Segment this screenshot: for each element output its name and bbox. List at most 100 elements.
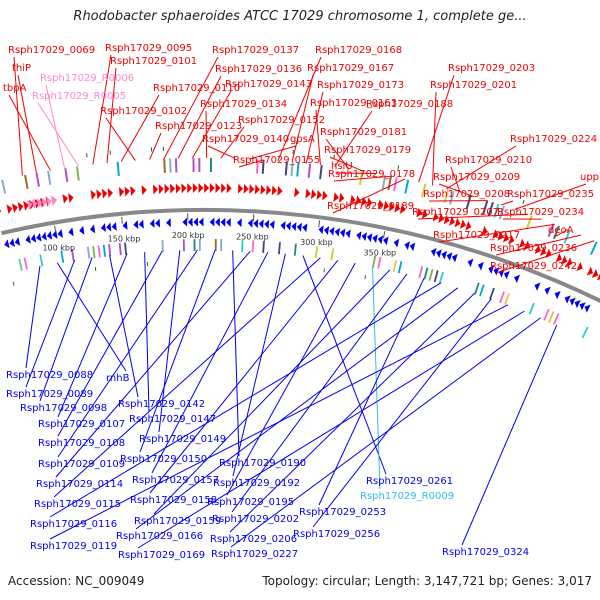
gene-label[interactable]: Rsph17029_0206 [210, 534, 297, 545]
gene-label[interactable]: Rsph17029_0089 [6, 389, 93, 400]
gene-label[interactable]: gpsA [290, 134, 315, 145]
gene-label[interactable]: Rsph17029_0178 [328, 169, 415, 180]
gene-label[interactable]: hslU [331, 161, 353, 172]
gene-label[interactable]: Rsph17029_0140 [202, 134, 289, 145]
gene-label[interactable]: Rsph17029_0110 [153, 83, 240, 94]
gc-marker [364, 275, 367, 280]
gene-label[interactable]: Rsph17029_0188 [366, 99, 453, 110]
gene-label[interactable]: Rsph17029_0235 [507, 189, 594, 200]
gene-label[interactable]: Rsph17029_0190 [219, 458, 306, 469]
rna-gene-arrow [31, 199, 38, 210]
gene-label[interactable]: Rsph17029_0236 [490, 243, 577, 254]
gene-label[interactable]: Rsph17029_0192 [213, 478, 300, 489]
gene-label[interactable]: Rsph17029_0210 [445, 155, 532, 166]
gene-label[interactable]: Rsph17029_0201 [430, 80, 517, 91]
gene-label[interactable]: Rsph17029_0169 [118, 550, 205, 561]
gene-label[interactable]: Rsph17029_0261 [366, 476, 453, 487]
gene-label[interactable]: Rsph17029_R0006 [40, 73, 134, 84]
gene-label[interactable]: Rsph17029_0256 [293, 529, 380, 540]
reverse-gene-arrow [377, 235, 384, 245]
gene-label[interactable]: tbpA [3, 83, 27, 94]
gene-label[interactable]: Rsph17029_0195 [207, 497, 294, 508]
gene-label[interactable]: Rsph17029_0143 [225, 79, 312, 90]
gene-labels-layer: Rsph17029_0069 thiP tbpA Rsph17029_R0006 Rsp… [3, 43, 599, 561]
gene-label[interactable]: thiP [12, 63, 31, 74]
reverse-gene-arrow [318, 225, 324, 235]
gene-label[interactable]: Rsph17029_0224 [510, 134, 597, 145]
gene-label[interactable]: Rsph17029_0202 [212, 514, 299, 525]
gene-label[interactable]: Rsph17029_0101 [110, 56, 197, 67]
gene-label[interactable]: Rsph17029_0142 [118, 399, 205, 410]
gene-label[interactable]: Rsph17029_0168 [315, 45, 402, 56]
gene-label[interactable]: Rsph17029_0189 [327, 201, 414, 212]
gene-label[interactable]: Rsph17029_0227 [211, 549, 298, 560]
gene-label[interactable]: Rsph17029_0217 [433, 230, 520, 241]
gene-label[interactable]: Rsph17029_0119 [30, 541, 117, 552]
gene-label[interactable]: Rsph17029_0088 [6, 370, 93, 381]
gene-label[interactable]: Rsph17029_0114 [36, 479, 123, 490]
gene-label[interactable]: Rsph17029_0324 [442, 547, 529, 558]
gene-label[interactable]: Rsph17029_0098 [20, 403, 107, 414]
forward-gene-arrow [215, 183, 221, 194]
gene-label[interactable]: Rsph17029_0115 [34, 499, 121, 510]
gene-label[interactable]: Rsph17029_0108 [38, 438, 125, 449]
gene-label[interactable]: Rsph17029_0147 [129, 414, 216, 425]
gene-label[interactable]: Rsph17029_0209 [433, 172, 520, 183]
reverse-gene-arrow [372, 234, 378, 244]
reverse-gene-arrow [100, 223, 106, 233]
gene-label[interactable]: Rsph17029_0203 [448, 63, 535, 74]
reverse-gene-arrow [111, 221, 117, 231]
forward-gene-arrow [454, 217, 461, 228]
label-leader-line [315, 109, 321, 166]
label-leader-line [37, 102, 80, 167]
gene-label[interactable]: Rsph17029_0179 [324, 145, 411, 156]
gene-label[interactable]: Rsph17029_0208 [423, 189, 510, 200]
forward-gene-arrow [124, 186, 130, 197]
reverse-gene-arrow [264, 219, 270, 229]
gene-label[interactable]: Rsph17029_0181 [320, 127, 407, 138]
gene-label[interactable]: Rsph17029_0134 [200, 99, 287, 110]
gene-label[interactable]: Rsph17029_0149 [139, 434, 226, 445]
gene-label[interactable]: Rsph17029_0107 [38, 419, 125, 430]
gene-label[interactable]: Rsph17029_0123 [155, 121, 242, 132]
gene-label[interactable]: Rsph17029_R0009 [360, 491, 454, 502]
gene-label[interactable]: Rsph17029_0166 [116, 531, 203, 542]
forward-gene-arrow [459, 219, 466, 229]
gene-label[interactable]: Rsph17029_0069 [8, 45, 95, 56]
gene-label[interactable]: Rsph17029_0095 [105, 43, 192, 54]
gene-label[interactable]: Rsph17029_R0005 [32, 91, 126, 102]
gene-label[interactable]: Rsph17029_0207 [412, 207, 499, 218]
gene-label[interactable]: Rsph17029_0157 [132, 475, 219, 486]
label-leader-line [495, 234, 582, 256]
forward-gene-arrow [90, 190, 97, 200]
gene-label[interactable]: upp [580, 172, 599, 183]
reverse-gene-arrow [226, 217, 231, 227]
gene-label[interactable]: Rsph17029_0242 [490, 261, 577, 272]
gene-label[interactable]: Rsph17029_0109 [38, 459, 125, 470]
gene-label[interactable]: Rsph17029_0116 [30, 519, 117, 530]
gene-label[interactable]: Rsph17029_0234 [497, 207, 584, 218]
forward-gene-arrow [209, 183, 215, 194]
gene-label[interactable]: Rsph17029_0158 [130, 495, 217, 506]
gene-label[interactable]: Rsph17029_0150 [120, 454, 207, 465]
cog-category-block [70, 249, 75, 262]
gene-label[interactable]: Rsph17029_0173 [317, 80, 404, 91]
cog-category-block [296, 162, 300, 177]
cog-category-block [465, 195, 472, 210]
gene-label[interactable]: Rsph17029_0152 [238, 115, 325, 126]
gene-label[interactable]: Rsph17029_0136 [215, 64, 302, 75]
gene-label[interactable]: Rsph17029_0163 [310, 98, 397, 109]
label-leader-line [438, 223, 555, 243]
gene-label[interactable]: Rsph17029_0159 [134, 516, 221, 527]
gene-label[interactable]: Rsph17029_0155 [233, 155, 320, 166]
gene-label[interactable]: Rsph17029_0253 [299, 507, 386, 518]
cog-category-block [418, 266, 424, 279]
gene-label[interactable]: rnhB [106, 373, 130, 384]
cog-category-block [92, 246, 96, 259]
gene-label[interactable]: deoA [548, 225, 574, 236]
gene-label[interactable]: Rsph17029_0167 [307, 63, 394, 74]
gene-label[interactable]: Rsph17029_0102 [100, 106, 187, 117]
gene-label[interactable]: Rsph17029_0137 [212, 45, 299, 56]
forward-gene-arrow [266, 185, 272, 196]
